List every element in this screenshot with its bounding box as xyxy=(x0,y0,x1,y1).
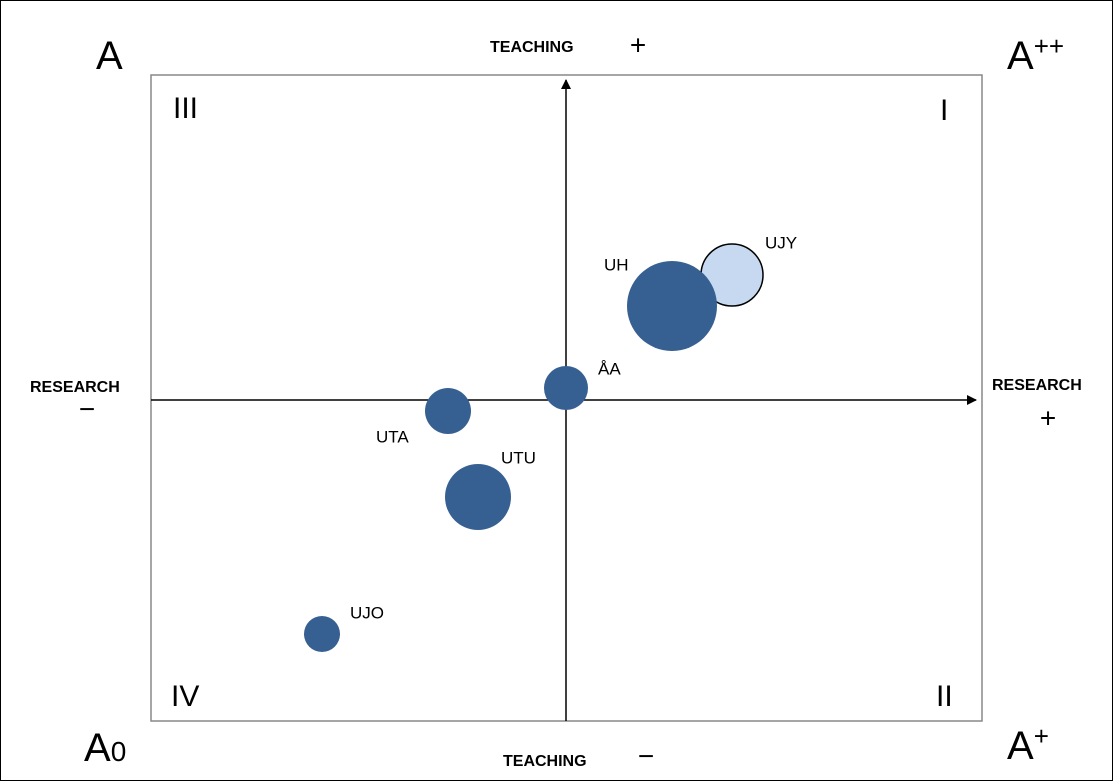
bubble xyxy=(304,616,340,652)
axis-sign: + xyxy=(1040,402,1056,433)
corner-label: A0 xyxy=(84,726,126,770)
bubble-label: UJY xyxy=(765,233,797,252)
axis-label: TEACHING xyxy=(503,753,587,770)
bubble xyxy=(544,366,588,410)
corner-label: A++ xyxy=(1007,31,1064,78)
axis-sign: − xyxy=(638,740,654,771)
quadrant-label: IV xyxy=(171,680,199,713)
axis-label: TEACHING xyxy=(490,39,574,56)
bubble-label: UJO xyxy=(350,603,384,622)
bubble-label: UH xyxy=(604,255,629,274)
bubble xyxy=(445,464,511,530)
quadrant-label: I xyxy=(940,94,948,127)
corner-label: A+ xyxy=(1007,721,1049,768)
bubble-label: UTU xyxy=(501,448,536,467)
corner-label: A xyxy=(96,34,123,78)
bubble-label: UTA xyxy=(376,427,409,446)
quadrant-label: II xyxy=(936,680,953,713)
bubble xyxy=(425,388,471,434)
quadrant-label: III xyxy=(173,92,198,125)
axis-sign: − xyxy=(79,393,95,424)
bubble-label: ÅA xyxy=(598,359,621,378)
axis-label: RESEARCH xyxy=(30,379,120,396)
axis-label: RESEARCH xyxy=(992,377,1082,394)
axis-sign: + xyxy=(630,29,646,60)
bubble xyxy=(627,261,717,351)
